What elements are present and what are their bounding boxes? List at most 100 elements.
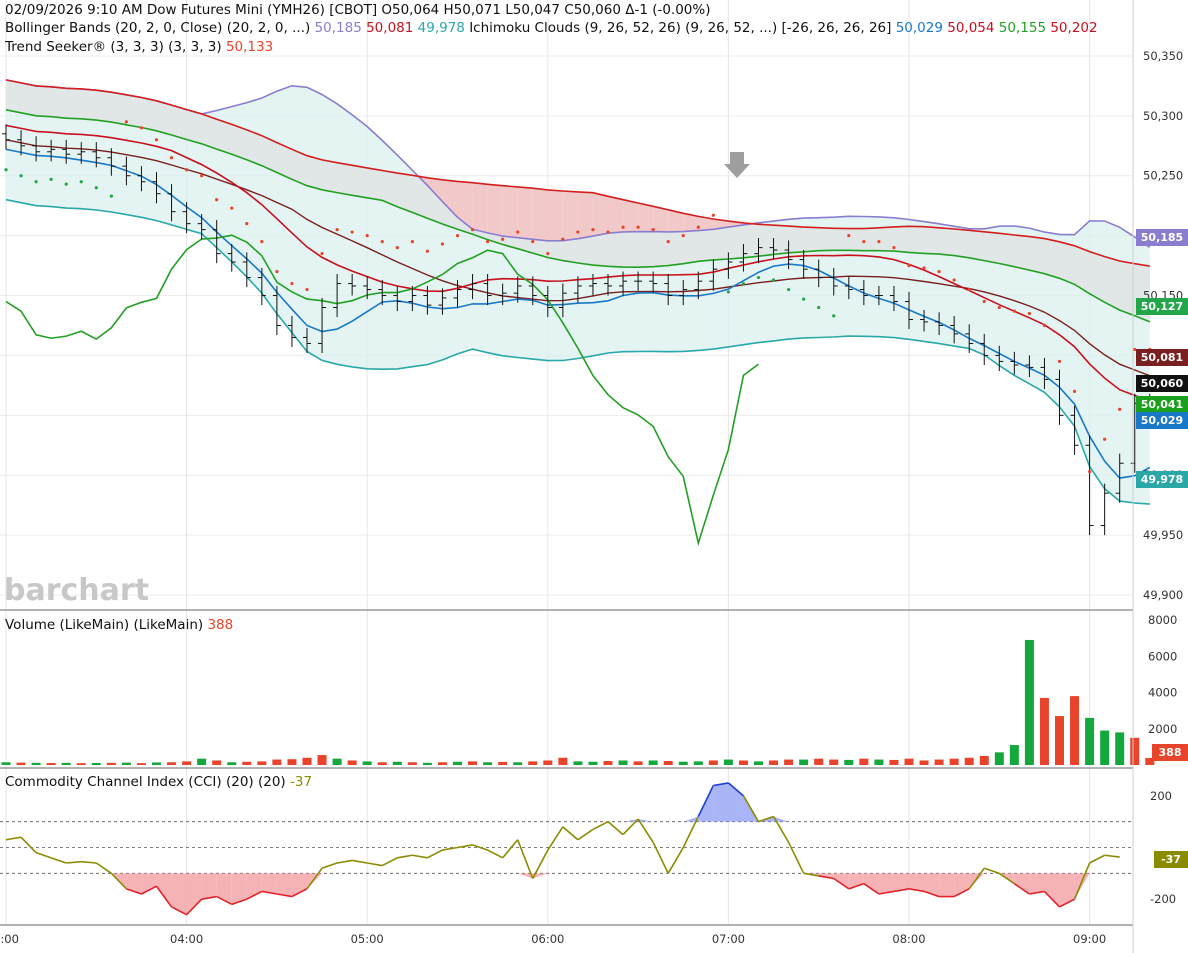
trend-seeker-dot (696, 225, 700, 229)
cci-line-segment (141, 885, 157, 895)
trend-seeker-dot (1133, 347, 1137, 352)
cci-line-segment (381, 857, 398, 867)
ichimoku-conversion-line (5, 148, 1151, 479)
price-tick-label: 49,900 (1143, 588, 1183, 602)
cci-line-segment (427, 849, 443, 859)
indicator-lines (5, 79, 1151, 547)
volume-bars (1, 639, 1155, 765)
cloud-segment (472, 182, 488, 240)
cci-line-segment (878, 890, 895, 895)
cci-line-segment (923, 890, 940, 898)
cci-line-segment (637, 818, 654, 843)
trend-seeker-dot (486, 240, 490, 244)
volume-bar (197, 758, 207, 765)
cci-oversold-fill (909, 873, 925, 892)
cci-oversold-fill (1014, 873, 1030, 894)
cci-line-segment (95, 862, 112, 874)
trend-seeker-dot (275, 269, 279, 274)
trend-seeker-dot (711, 213, 715, 217)
cci-line-segment (66, 860, 82, 864)
cci-line-segment (742, 795, 760, 823)
volume-bar (76, 763, 86, 765)
trend-seeker-dot (425, 249, 429, 253)
cci-line-segment (833, 877, 850, 890)
cci-oversold-fill (186, 873, 202, 915)
ich-value-2: 50,054 (947, 20, 995, 36)
trend-seeker-dot (230, 206, 234, 210)
cci-line-segment (547, 826, 564, 851)
trend-seeker-dot (892, 246, 896, 250)
cci-line-segment (306, 867, 323, 890)
trend-seeker-dot (922, 266, 926, 270)
trend-seeker-dot (1088, 470, 1092, 474)
volume-bar (1055, 716, 1064, 765)
volume-bar (1145, 757, 1155, 765)
cci-overbought-fill (713, 782, 729, 822)
watermark: barchart (4, 573, 149, 608)
cci-line-segment (622, 818, 639, 836)
cci-overbought-fill (773, 816, 789, 822)
trend-seeker-dot (756, 275, 761, 280)
volume-bar (889, 759, 899, 765)
trend-seeker-dot (410, 240, 414, 244)
cci-line-segment (908, 888, 925, 893)
volume-bar (332, 758, 342, 765)
trend-seeker-dot (802, 297, 806, 301)
volume-bar (799, 759, 809, 765)
cci-line-segment (367, 862, 383, 867)
cci-line-segment (562, 826, 579, 841)
trend-seeker-dot (260, 240, 264, 244)
volume-bar (317, 755, 327, 765)
volume-bar (302, 757, 312, 765)
down-arrow-icon (724, 152, 750, 178)
volume-bar (31, 762, 41, 765)
cci-line-segment (1104, 854, 1120, 858)
cci-oversold-fill (893, 873, 909, 892)
time-tick-label: 07:00 (712, 932, 745, 946)
cci-line-segment (697, 785, 715, 817)
trend-seeker-dot (832, 314, 836, 318)
volume-bar (513, 762, 523, 765)
trend-seeker-dot (606, 230, 610, 234)
cci-overbought-fill (638, 819, 654, 822)
volume-bar (362, 761, 372, 765)
time-tick-label: 05:00 (351, 932, 384, 946)
volume-bar (182, 761, 192, 765)
cci-tag: -37 (1154, 851, 1188, 868)
trend-seeker-dot (1042, 323, 1047, 328)
trend-seeker-dot (215, 198, 219, 202)
cci-oversold-fill (216, 873, 232, 905)
volume-bar (919, 760, 929, 765)
cci-line-segment (1089, 854, 1106, 864)
trend-seeker-dot (94, 186, 98, 190)
trend-seeker-dot (952, 278, 956, 282)
volume-bar (814, 758, 824, 765)
price-tag: 50,029 (1136, 412, 1188, 429)
cci-line-segment (592, 820, 609, 831)
cci-line-segment (171, 906, 187, 916)
volume-bar (1100, 730, 1110, 765)
legend-row-3: Trend Seeker® (3, 3, 3) (3, 3, 3) 50,133 (5, 39, 273, 55)
trend-seeker-dot (455, 234, 460, 238)
trend-seeker-dot (666, 240, 670, 244)
cci-line-segment (276, 893, 293, 898)
trend-seeker-dot (154, 138, 159, 142)
trend-seeker-dot (169, 156, 174, 160)
trend-seeker-dot (1012, 309, 1016, 313)
volume-bar (573, 761, 583, 765)
cci-line-segment (818, 875, 834, 880)
cci-oversold-fill (171, 873, 187, 915)
trend-seeker-dot (335, 228, 339, 232)
cci-line-segment (155, 885, 173, 908)
trend-seeker-dot (4, 168, 8, 172)
cci-oversold-fill (924, 873, 940, 897)
cci-oversold-fill (517, 873, 533, 879)
cci-overbought-fill (683, 816, 699, 822)
ichimoku-label: Ichimoku Clouds (9, 26, 52, 26) (9, 26, … (469, 20, 892, 36)
trend-seeker-dot (365, 234, 369, 238)
volume-bar (558, 757, 568, 765)
trend-seeker-dot (787, 287, 791, 292)
cci-line-segment (81, 860, 97, 864)
volume-value: 388 (207, 617, 234, 633)
